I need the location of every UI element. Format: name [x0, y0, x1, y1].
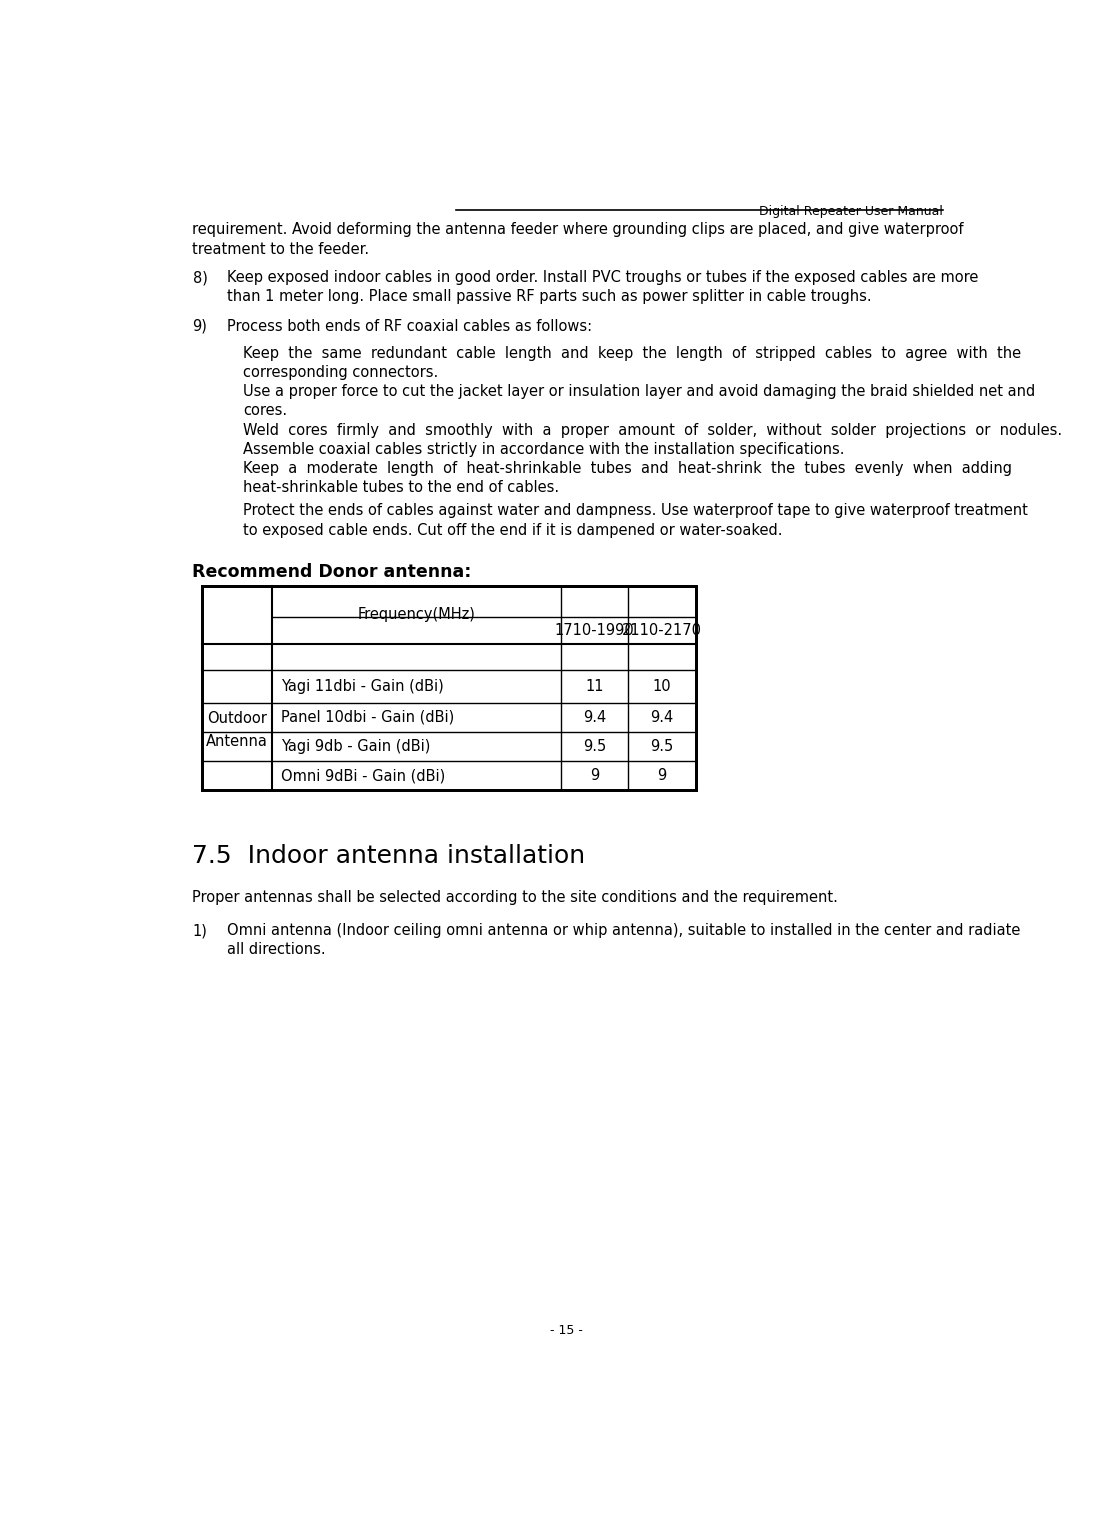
Text: Digital Repeater User Manual: Digital Repeater User Manual [759, 205, 942, 218]
Bar [201, 585, 697, 791]
Text: all directions.: all directions. [228, 942, 326, 958]
Text: 8): 8) [192, 270, 208, 285]
Text: Proper antennas shall be selected according to the site conditions and the requi: Proper antennas shall be selected accord… [192, 890, 838, 905]
Text: 7.5  Indoor antenna installation: 7.5 Indoor antenna installation [192, 844, 585, 867]
Text: Weld  cores  firmly  and  smoothly  with  a  proper  amount  of  solder,  withou: Weld cores firmly and smoothly with a pr… [243, 423, 1062, 438]
Text: Keep exposed indoor cables in good order. Install PVC troughs or tubes if the ex: Keep exposed indoor cables in good order… [228, 270, 979, 285]
Text: 9.4: 9.4 [583, 709, 606, 725]
Text: Omni antenna (Indoor ceiling omni antenna or whip antenna), suitable to installe: Omni antenna (Indoor ceiling omni antenn… [228, 924, 1021, 938]
Text: Keep  the  same  redundant  cable  length  and  keep  the  length  of  stripped : Keep the same redundant cable length and… [243, 346, 1021, 360]
Text: Panel 10dbi - Gain (dBi): Panel 10dbi - Gain (dBi) [281, 709, 455, 725]
Text: than 1 meter long. Place small passive RF parts such as power splitter in cable : than 1 meter long. Place small passive R… [228, 290, 872, 305]
Text: Use a proper force to cut the jacket layer or insulation layer and avoid damagin: Use a proper force to cut the jacket lay… [243, 385, 1035, 398]
Text: Antenna: Antenna [206, 734, 268, 749]
Text: 11: 11 [585, 679, 604, 694]
Text: Recommend Donor antenna:: Recommend Donor antenna: [192, 562, 472, 581]
Text: Frequency(MHz): Frequency(MHz) [357, 607, 474, 622]
Text: Process both ends of RF coaxial cables as follows:: Process both ends of RF coaxial cables a… [228, 319, 593, 334]
Text: to exposed cable ends. Cut off the end if it is dampened or water-soaked.: to exposed cable ends. Cut off the end i… [243, 522, 782, 538]
Text: 9.5: 9.5 [650, 740, 674, 754]
Text: 9.5: 9.5 [583, 740, 606, 754]
Text: heat-shrinkable tubes to the end of cables.: heat-shrinkable tubes to the end of cabl… [243, 481, 559, 495]
Text: Keep  a  moderate  length  of  heat-shrinkable  tubes  and  heat-shrink  the  tu: Keep a moderate length of heat-shrinkabl… [243, 461, 1012, 476]
Text: Outdoor: Outdoor [207, 711, 267, 726]
Text: corresponding connectors.: corresponding connectors. [243, 365, 438, 380]
Text: cores.: cores. [243, 403, 286, 418]
Text: - 15 -: - 15 - [551, 1324, 583, 1336]
Text: 9.4: 9.4 [650, 709, 674, 725]
Text: 2110-2170: 2110-2170 [623, 622, 702, 637]
Text: 9): 9) [192, 319, 208, 334]
Text: Omni 9dBi - Gain (dBi): Omni 9dBi - Gain (dBi) [281, 768, 445, 783]
Text: 9: 9 [589, 768, 599, 783]
Text: Protect the ends of cables against water and dampness. Use waterproof tape to gi: Protect the ends of cables against water… [243, 504, 1027, 518]
Text: 1710-1990: 1710-1990 [554, 622, 634, 637]
Text: Yagi 11dbi - Gain (dBi): Yagi 11dbi - Gain (dBi) [281, 679, 444, 694]
Text: Yagi 9db - Gain (dBi): Yagi 9db - Gain (dBi) [281, 740, 430, 754]
Text: 10: 10 [653, 679, 671, 694]
Text: treatment to the feeder.: treatment to the feeder. [192, 242, 369, 256]
Text: 9: 9 [658, 768, 667, 783]
Text: Assemble coaxial cables strictly in accordance with the installation specificati: Assemble coaxial cables strictly in acco… [243, 441, 844, 457]
Text: 1): 1) [192, 924, 208, 938]
Text: requirement. Avoid deforming the antenna feeder where grounding clips are placed: requirement. Avoid deforming the antenna… [192, 222, 964, 237]
